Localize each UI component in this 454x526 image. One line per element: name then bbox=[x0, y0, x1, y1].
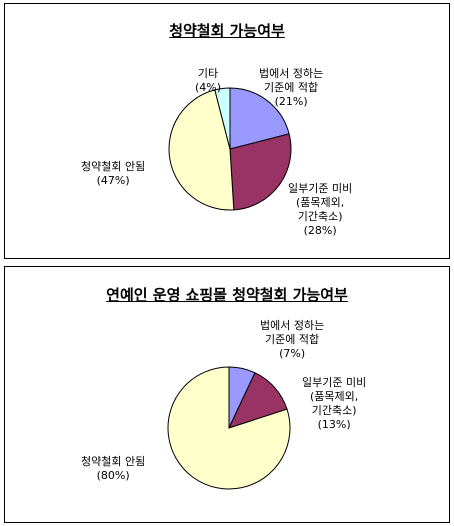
slice-label-legal: 법에서 정하는 기준에 적합 (21%) bbox=[259, 67, 324, 108]
pie-chart-1 bbox=[168, 87, 292, 211]
slice-partial bbox=[229, 133, 292, 211]
chart-title: 청약철회 가능여부 bbox=[169, 22, 285, 40]
chart-panel-2: 연예인 운영 쇼핑몰 청약철회 가능여부 법에서 정하는 기준에 적합 (7%)… bbox=[4, 266, 450, 523]
slice-other bbox=[214, 87, 231, 150]
slice-label-no-withdrawal: 청약철회 안됨 (80%) bbox=[81, 455, 146, 482]
slice-legal bbox=[229, 87, 290, 150]
slice-label-legal: 법에서 정하는 기준에 적합 (7%) bbox=[260, 319, 325, 360]
chart-panel-1: 청약철회 가능여부 법에서 정하는 기준에 적합 (21%) 일부기준 미비 (… bbox=[4, 3, 450, 259]
slice-label-partial: 일부기준 미비 (품목제외, 기간축소) (13%) bbox=[302, 376, 367, 431]
slice-label-no-withdrawal: 청약철회 안됨 (47%) bbox=[81, 160, 146, 187]
slice-no-withdrawal bbox=[168, 89, 235, 211]
pie-chart-2 bbox=[167, 366, 291, 490]
slice-no-withdrawal bbox=[167, 366, 291, 490]
chart-title: 연예인 운영 쇼핑몰 청약철회 가능여부 bbox=[106, 286, 348, 304]
slice-label-other: 기타 (4%) bbox=[195, 67, 222, 94]
slice-label-partial: 일부기준 미비 (품목제외, 기간축소) (28%) bbox=[288, 182, 353, 237]
